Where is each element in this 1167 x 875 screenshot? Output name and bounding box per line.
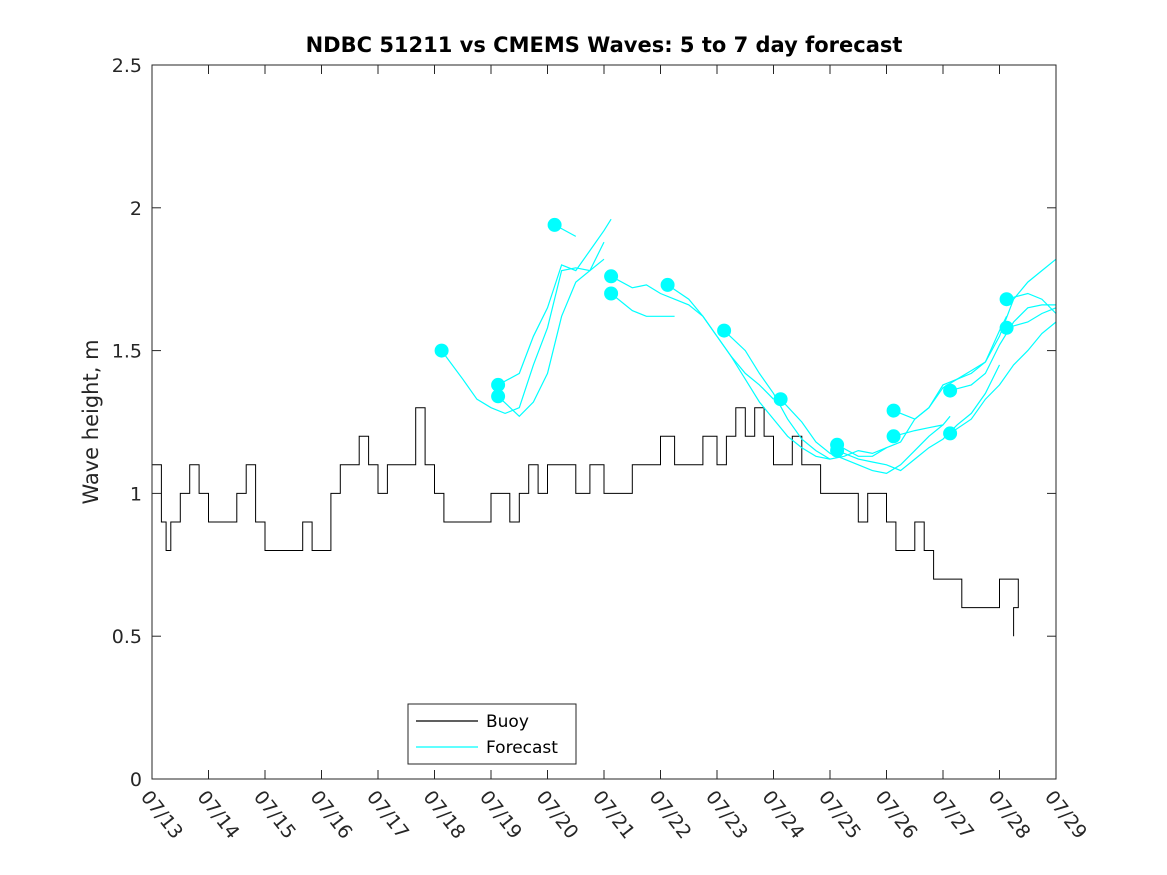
y-tick-label-0: 0 — [130, 769, 142, 791]
y-tick-label-4: 2 — [130, 198, 142, 220]
y-tick-label-5: 2.5 — [112, 55, 142, 77]
forecast-line-9 — [836, 364, 1001, 472]
legend-label-buoy: Buoy — [486, 712, 529, 732]
forecast-marker-5 — [604, 286, 619, 301]
legend-box — [407, 703, 577, 765]
forecast-marker-12 — [886, 429, 901, 444]
forecast-marker-2 — [491, 389, 506, 404]
forecast-line-11 — [893, 258, 1057, 420]
buoy-line — [152, 407, 1019, 637]
y-axis-label: Wave height, m — [79, 339, 103, 504]
forecast-marker-14 — [943, 426, 958, 441]
forecast-line-14 — [949, 321, 1057, 434]
forecast-marker-6 — [660, 277, 675, 292]
plot-layer — [152, 217, 1057, 637]
forecast-marker-7 — [717, 323, 732, 338]
forecast-line-6 — [667, 284, 831, 460]
chart-title: NDBC 51211 vs CMEMS Waves: 5 to 7 day fo… — [306, 33, 903, 57]
forecast-line-4 — [610, 275, 774, 400]
forecast-marker-13 — [943, 383, 958, 398]
forecast-line-12 — [893, 415, 951, 437]
forecast-line-8 — [780, 398, 944, 475]
y-tick-label-1: 0.5 — [112, 626, 142, 648]
forecast-marker-15 — [999, 292, 1014, 307]
forecast-line-1 — [497, 218, 612, 386]
forecast-line-16 — [1006, 307, 1057, 329]
forecast-line-15 — [1006, 292, 1057, 314]
forecast-line-7 — [723, 330, 887, 460]
forecast-marker-8 — [773, 392, 788, 407]
legend-label-forecast: Forecast — [486, 738, 558, 758]
forecast-marker-0 — [434, 343, 449, 358]
y-tick-label-2: 1 — [130, 483, 142, 505]
forecast-marker-16 — [999, 320, 1014, 335]
forecast-marker-11 — [886, 403, 901, 418]
forecast-line-2 — [497, 241, 605, 418]
y-tick-label-3: 1.5 — [112, 341, 142, 363]
forecast-line-5 — [610, 293, 675, 317]
legend: Buoy Forecast — [407, 703, 577, 765]
forecast-marker-10 — [830, 443, 845, 458]
forecast-marker-1 — [491, 377, 506, 392]
forecast-marker-3 — [547, 217, 562, 232]
forecast-marker-4 — [604, 269, 619, 284]
